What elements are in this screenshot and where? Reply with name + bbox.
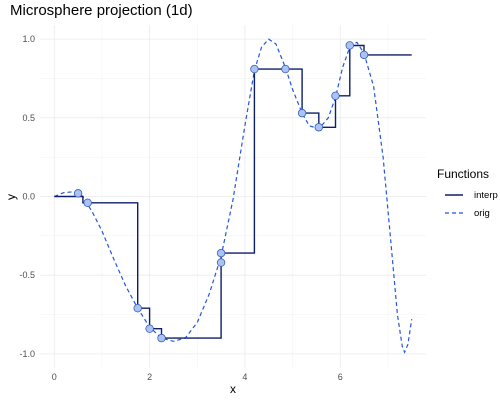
x-tick-label: 4: [242, 372, 247, 382]
sample-point: [83, 198, 92, 207]
sample-point: [133, 304, 142, 313]
grid: [40, 25, 426, 368]
y-tick-label: -1.0: [19, 349, 35, 359]
y-tick-label: 0.0: [22, 192, 35, 202]
x-tick-label: 2: [147, 372, 152, 382]
legend-label-interp: interp: [474, 190, 498, 201]
sample-point: [216, 258, 226, 267]
y-axis-label: y: [4, 194, 18, 200]
series-line-interp: [54, 44, 412, 339]
x-axis-ticks: 0 2 4 6: [52, 372, 343, 382]
y-tick-label: 1.0: [22, 34, 35, 44]
sample-point: [331, 91, 340, 101]
series-orig: [54, 38, 413, 354]
legend-label-orig: orig: [474, 208, 490, 219]
chart-title: Microsphere projection (1d): [10, 2, 193, 19]
sample-point: [250, 64, 259, 74]
sample-point: [216, 248, 226, 258]
sample-point: [314, 123, 323, 132]
x-axis-label: x: [230, 382, 236, 396]
series-line-orig: [54, 38, 413, 354]
legend-title: Functions: [437, 167, 489, 181]
x-tick-label: 6: [338, 372, 343, 382]
sample-point: [281, 64, 290, 74]
legend: Functions interp orig: [437, 167, 498, 219]
sample-point: [145, 324, 154, 333]
sample-point: [359, 50, 369, 60]
y-tick-label: 0.5: [22, 113, 35, 123]
sample-points: [73, 41, 369, 343]
x-tick-label: 0: [52, 372, 57, 382]
sample-point: [73, 189, 83, 198]
sample-point: [345, 41, 354, 50]
y-axis-ticks: -1.0 -0.5 0.0 0.5 1.0: [19, 34, 35, 359]
sample-point: [157, 333, 166, 343]
series-interp: [54, 44, 412, 339]
sample-point: [297, 108, 307, 118]
y-tick-label: -0.5: [19, 270, 35, 280]
